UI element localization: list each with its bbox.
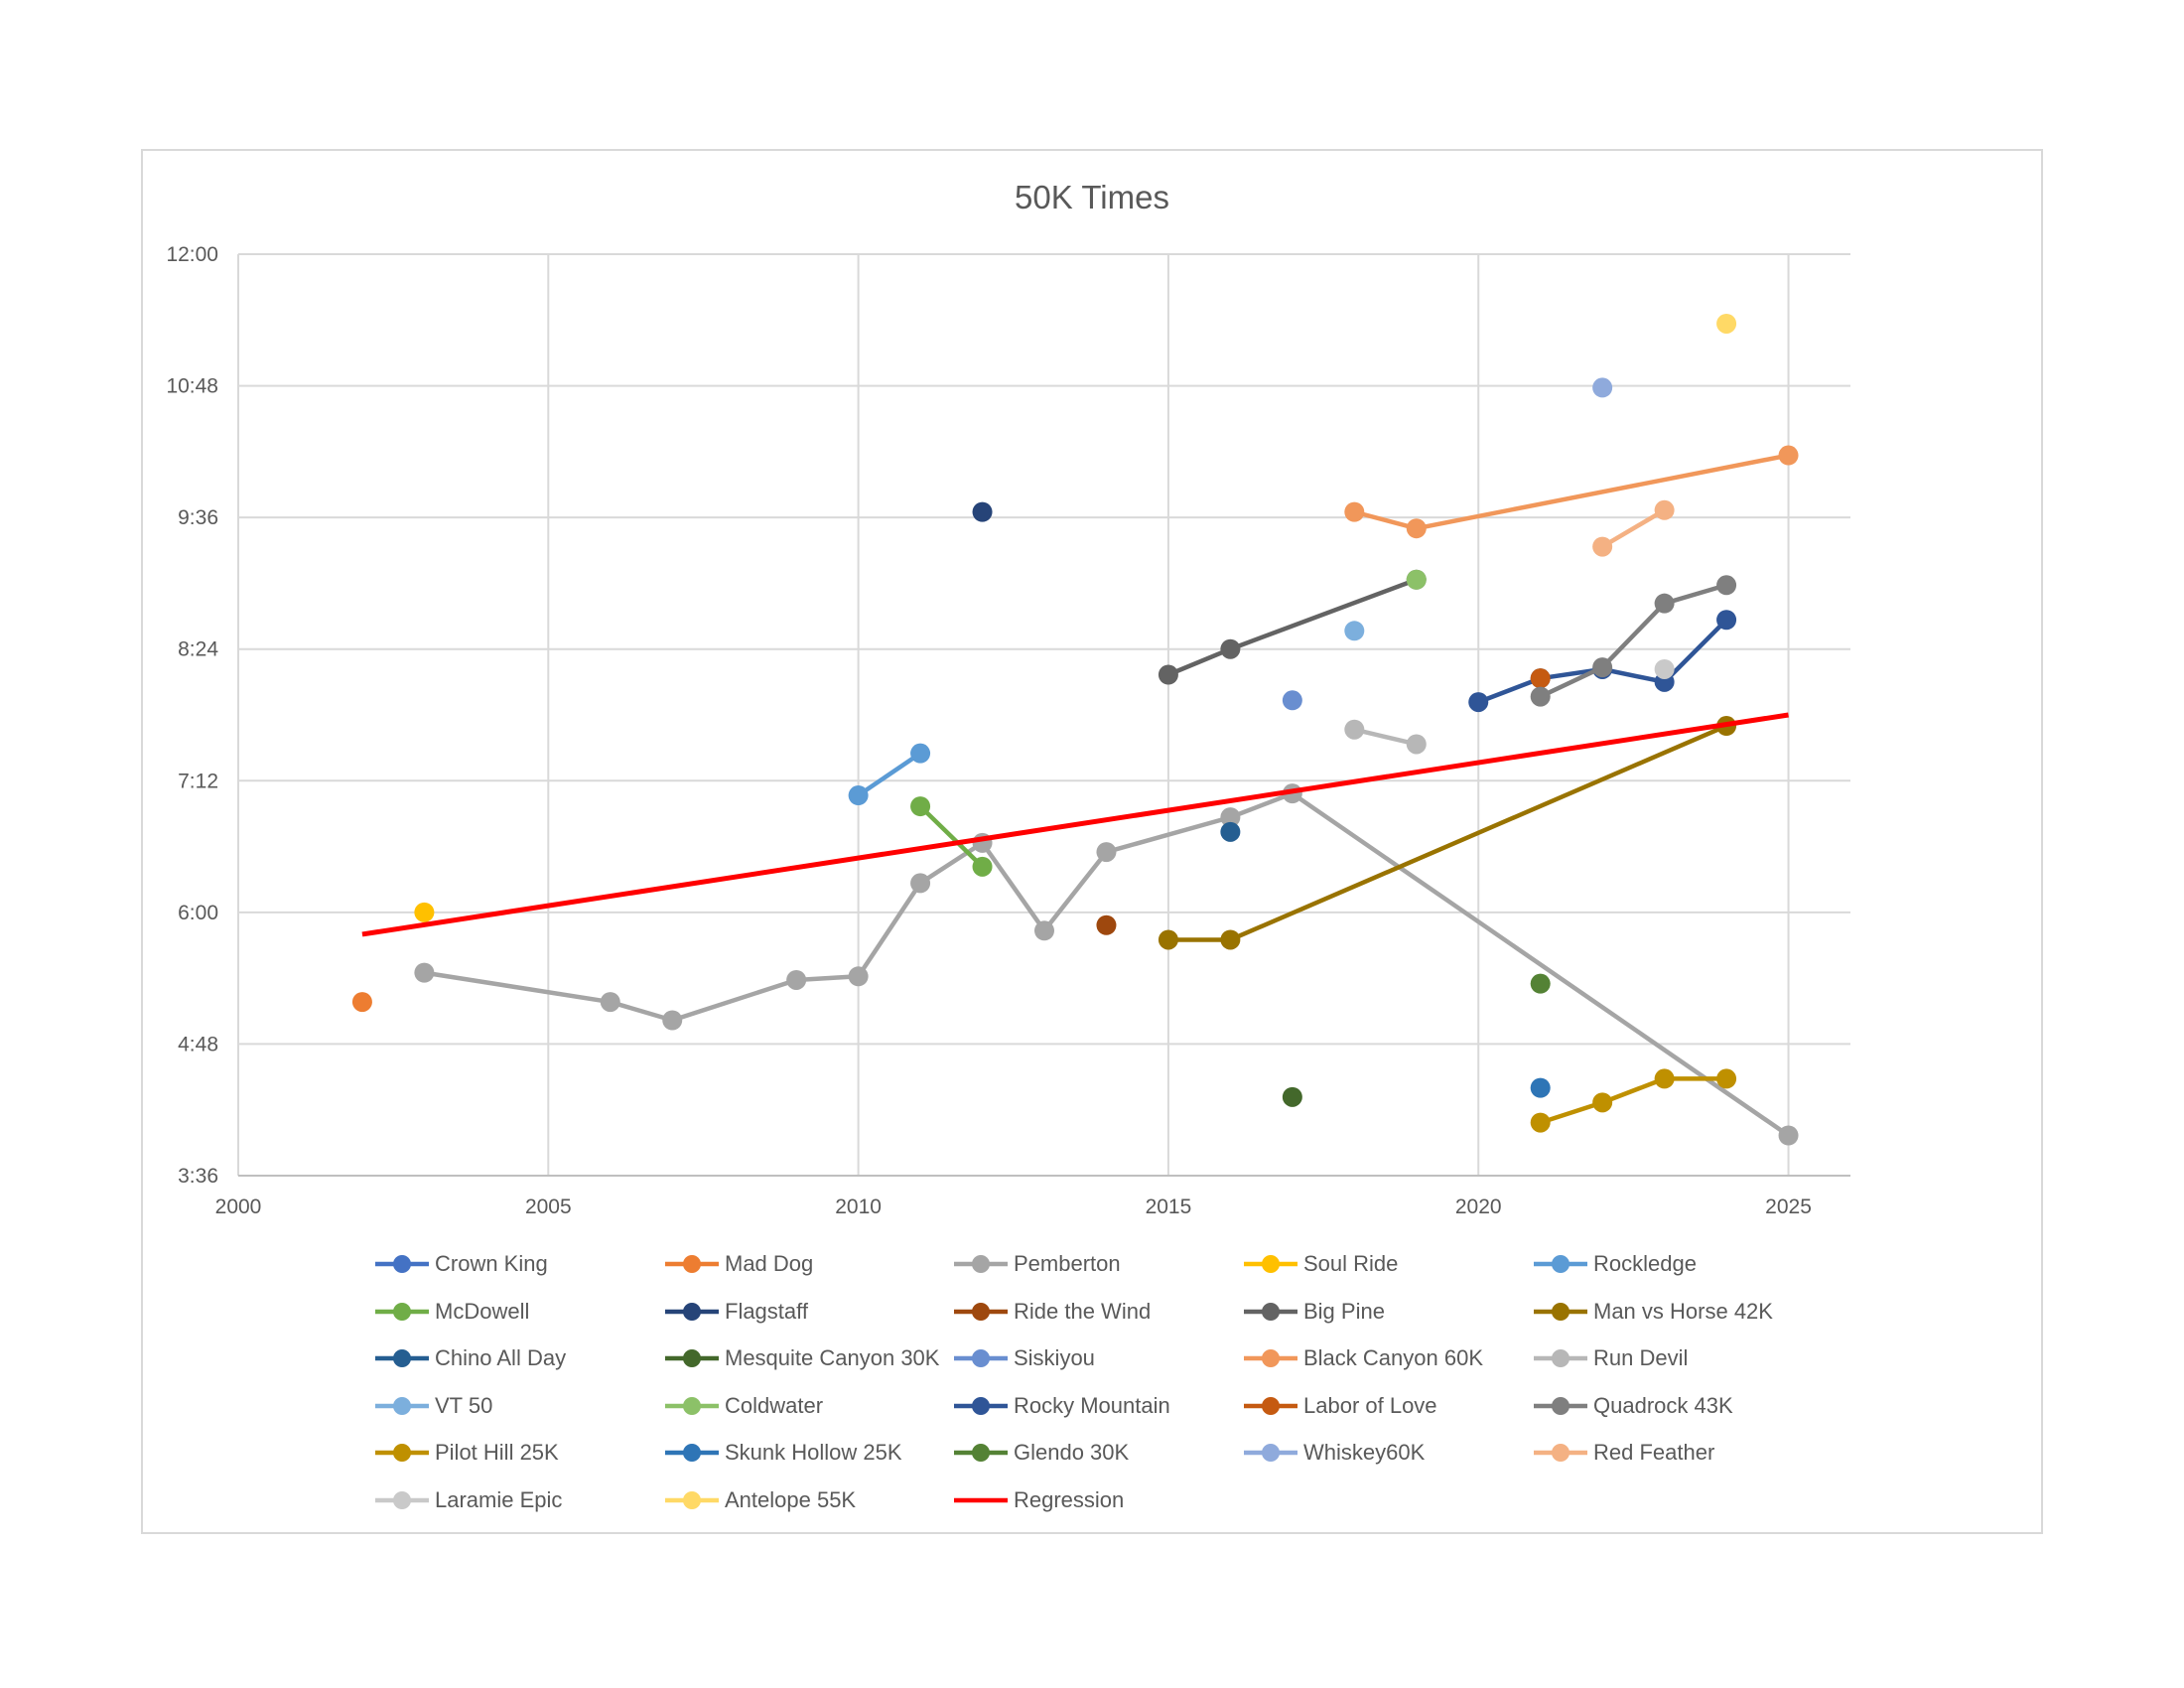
data-point-pilot-hill-25k — [1716, 1068, 1737, 1089]
series-line-mcdowell — [918, 804, 985, 869]
x-tick-label: 2025 — [1765, 1196, 1812, 1218]
data-point-mcdowell — [910, 796, 931, 817]
data-point-rockledge — [910, 743, 931, 764]
series-line-big-pine — [1167, 577, 1418, 677]
data-point-pilot-hill-25k — [1530, 1112, 1551, 1133]
data-point-pilot-hill-25k — [1592, 1092, 1613, 1113]
data-point-mcdowell — [972, 856, 993, 877]
data-point-siskiyou — [1282, 690, 1302, 711]
data-point-black-canyon-60k — [1778, 445, 1799, 466]
data-point-soul-ride — [414, 902, 435, 922]
y-tick-label: 10:48 — [166, 375, 218, 398]
data-point-man-vs-horse-42k — [1220, 929, 1241, 950]
data-point-coldwater — [1406, 569, 1427, 590]
data-point-flagstaff — [972, 501, 993, 522]
y-tick-label: 3:36 — [178, 1165, 218, 1188]
x-tick-label: 2010 — [835, 1196, 882, 1218]
plot-svg: 3:36 4:48 6:00 7:12 8:24 9:36 10:48 12:00 2000 20… — [166, 243, 1850, 1218]
series-line-man-vs-horse-42k — [1167, 723, 1727, 942]
y-tick-label: 8:24 — [178, 638, 218, 661]
data-point-rocky-mountain — [1716, 610, 1737, 631]
data-point-pemberton — [1778, 1125, 1799, 1146]
data-point-pemberton — [414, 962, 435, 983]
series-layer — [351, 313, 1799, 1146]
data-point-mesquite-canyon-30k — [1282, 1086, 1302, 1107]
data-point-run-devil — [1406, 734, 1427, 755]
data-point-big-pine — [1220, 638, 1241, 659]
y-tick-label: 12:00 — [166, 243, 218, 266]
data-point-quadrock-43k — [1530, 686, 1551, 707]
data-point-vt-50 — [1344, 621, 1365, 641]
data-point-quadrock-43k — [1654, 593, 1675, 614]
data-point-pemberton — [1096, 842, 1117, 863]
axes: 3:36 4:48 6:00 7:12 8:24 9:36 10:48 12:00 2000 20… — [166, 243, 1850, 1218]
data-point-skunk-hollow-25k — [1530, 1077, 1551, 1098]
series-line-regression — [361, 712, 1789, 937]
data-point-run-devil — [1344, 719, 1365, 740]
data-point-labor-of-love — [1530, 668, 1551, 689]
data-point-black-canyon-60k — [1406, 518, 1427, 539]
series-line-run-devil — [1353, 727, 1418, 747]
series-line-pilot-hill-25k — [1539, 1076, 1727, 1125]
data-point-pemberton — [910, 873, 931, 894]
data-point-ride-the-wind — [1096, 914, 1117, 935]
data-point-chino-all-day — [1220, 821, 1241, 842]
x-tick-label: 2005 — [525, 1196, 572, 1218]
data-point-mad-dog — [351, 992, 372, 1013]
y-tick-label: 6:00 — [178, 902, 218, 924]
data-point-man-vs-horse-42k — [1158, 929, 1178, 950]
data-point-pemberton — [662, 1010, 683, 1031]
series-line-rockledge — [857, 751, 922, 797]
data-point-pemberton — [848, 966, 869, 987]
data-point-glendo-30k — [1530, 973, 1551, 994]
data-point-pemberton — [1034, 920, 1054, 941]
data-point-whiskey60k — [1592, 377, 1613, 398]
chart-area: 50K Times 3:36 4:48 6:00 7:12 8:24 9:36 10:48 1… — [141, 149, 2043, 1534]
y-tick-label: 4:48 — [178, 1033, 218, 1055]
data-point-pilot-hill-25k — [1654, 1068, 1675, 1089]
series-line-red-feather — [1601, 507, 1666, 549]
y-tick-label: 9:36 — [178, 506, 218, 529]
data-point-pemberton — [600, 992, 620, 1013]
data-point-rocky-mountain — [1468, 692, 1489, 713]
data-point-red-feather — [1592, 536, 1613, 557]
chart-title: 50K Times — [1015, 179, 1169, 215]
data-point-laramie-epic — [1654, 658, 1675, 679]
data-point-red-feather — [1654, 499, 1675, 520]
x-tick-label: 2020 — [1455, 1196, 1502, 1218]
data-point-big-pine — [1158, 664, 1178, 685]
data-point-quadrock-43k — [1592, 657, 1613, 678]
y-tick-label: 7:12 — [178, 770, 218, 792]
data-point-pemberton — [1220, 807, 1241, 828]
series-line-quadrock-43k — [1539, 583, 1727, 699]
data-point-antelope-55k — [1716, 313, 1737, 334]
data-point-pemberton — [786, 969, 807, 990]
data-point-black-canyon-60k — [1344, 501, 1365, 522]
data-point-quadrock-43k — [1716, 575, 1737, 596]
x-tick-label: 2015 — [1146, 1196, 1192, 1218]
data-point-rockledge — [848, 785, 869, 806]
x-tick-label: 2000 — [215, 1196, 262, 1218]
series-line-pemberton — [424, 790, 1790, 1138]
